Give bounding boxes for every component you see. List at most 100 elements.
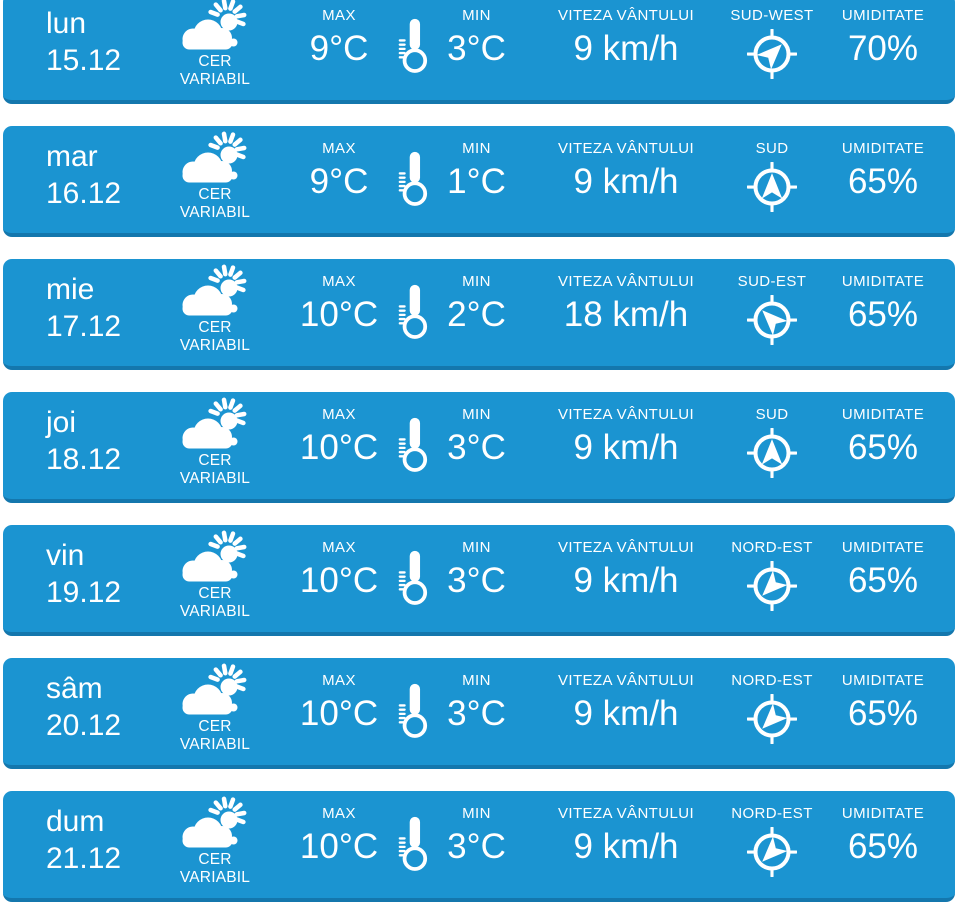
min-temp-value: 3°C	[447, 561, 506, 600]
condition-line2: VARIABIL	[179, 602, 251, 620]
humidity-label: UMIDITATE	[841, 273, 925, 290]
wind-direction-block: SUD	[727, 392, 817, 499]
wind-speed-value: 9 km/h	[573, 29, 679, 68]
wind-speed-block: VITEZA VÂNTULUI 9 km/h	[525, 392, 727, 499]
compass-icon	[746, 560, 798, 616]
humidity-value: 70%	[847, 29, 919, 68]
humidity-label: UMIDITATE	[841, 539, 925, 556]
forecast-day-row: sâm 20.12	[3, 658, 955, 769]
compass-icon	[746, 161, 798, 217]
max-label: MAX	[322, 805, 356, 822]
wind-direction-label: SUD	[755, 406, 789, 423]
wind-speed-label: VITEZA VÂNTULUI	[557, 539, 695, 556]
max-label: MAX	[322, 7, 356, 24]
min-label: MIN	[462, 406, 491, 423]
day-date: 15.12	[46, 44, 122, 77]
max-temp-value: 10°C	[299, 295, 379, 334]
wind-direction-label: SUD	[755, 140, 789, 157]
min-temp-block: MIN 3°C	[428, 791, 525, 898]
max-temp-block: MAX 9°C	[280, 126, 398, 233]
min-temp-block: MIN 3°C	[428, 658, 525, 765]
condition-line1: CER	[198, 851, 232, 868]
wind-speed-block: VITEZA VÂNTULUI 9 km/h	[525, 0, 727, 100]
day-date: 16.12	[46, 177, 122, 210]
wind-speed-label: VITEZA VÂNTULUI	[557, 672, 695, 689]
condition-block: CER VARIABIL	[150, 658, 280, 765]
min-temp-value: 3°C	[447, 428, 506, 467]
wind-speed-value: 9 km/h	[573, 428, 679, 467]
compass-icon	[746, 294, 798, 350]
max-label: MAX	[322, 672, 356, 689]
partly-cloudy-icon	[177, 131, 253, 189]
max-temp-block: MAX 10°C	[280, 392, 398, 499]
wind-direction-arrow	[762, 570, 788, 596]
thermometer-icon	[397, 16, 429, 83]
wind-direction-arrow	[761, 439, 783, 465]
wind-direction-label: SUD-WEST	[730, 7, 814, 24]
wind-direction-arrow	[756, 44, 782, 70]
condition-line1: CER	[198, 53, 232, 70]
wind-direction-block: NORD-EST	[727, 525, 817, 632]
wind-speed-label: VITEZA VÂNTULUI	[557, 7, 695, 24]
condition-block: CER VARIABIL	[150, 126, 280, 233]
wind-speed-label: VITEZA VÂNTULUI	[557, 140, 695, 157]
partly-cloudy-icon	[177, 264, 253, 322]
condition-block: CER VARIABIL	[150, 0, 280, 100]
humidity-label: UMIDITATE	[841, 140, 925, 157]
condition-label: CER VARIABIL	[180, 851, 250, 886]
day-date-block: sâm 20.12	[3, 658, 150, 765]
min-temp-block: MIN 1°C	[428, 126, 525, 233]
wind-speed-value: 9 km/h	[573, 694, 679, 733]
humidity-block: UMIDITATE 65%	[817, 126, 949, 233]
min-temp-value: 3°C	[447, 29, 506, 68]
condition-line1: CER	[198, 452, 232, 469]
day-date-block: vin 19.12	[3, 525, 150, 632]
min-label: MIN	[462, 140, 491, 157]
min-label: MIN	[462, 539, 491, 556]
forecast-day-row: mie 17.12	[3, 259, 955, 370]
condition-block: CER VARIABIL	[150, 392, 280, 499]
day-name: joi	[46, 406, 77, 439]
humidity-label: UMIDITATE	[841, 672, 925, 689]
thermometer-block	[398, 525, 428, 632]
min-temp-value: 3°C	[447, 827, 506, 866]
min-temp-block: MIN 3°C	[428, 0, 525, 100]
min-temp-block: MIN 3°C	[428, 525, 525, 632]
thermometer-icon	[397, 415, 429, 482]
partly-cloudy-icon	[177, 663, 253, 721]
min-label: MIN	[462, 7, 491, 24]
thermometer-icon	[397, 282, 429, 349]
wind-direction-block: SUD	[727, 126, 817, 233]
wind-direction-block: SUD-WEST	[727, 0, 817, 100]
min-label: MIN	[462, 805, 491, 822]
forecast-day-row: joi 18.12	[3, 392, 955, 503]
min-temp-value: 2°C	[447, 295, 506, 334]
day-date: 21.12	[46, 842, 122, 875]
humidity-block: UMIDITATE 65%	[817, 259, 949, 366]
compass-icon	[746, 28, 798, 84]
max-temp-value: 10°C	[299, 561, 379, 600]
max-label: MAX	[322, 539, 356, 556]
condition-line1: CER	[198, 319, 232, 336]
max-temp-block: MAX 10°C	[280, 259, 398, 366]
max-temp-value: 10°C	[299, 694, 379, 733]
wind-speed-label: VITEZA VÂNTULUI	[557, 273, 695, 290]
partly-cloudy-icon	[177, 796, 253, 854]
max-temp-value: 10°C	[299, 428, 379, 467]
wind-direction-arrow	[762, 310, 788, 336]
max-temp-block: MAX 9°C	[280, 0, 398, 100]
day-date-block: lun 15.12	[3, 0, 150, 100]
thermometer-icon	[397, 814, 429, 881]
day-name: mar	[46, 140, 98, 173]
wind-speed-block: VITEZA VÂNTULUI 9 km/h	[525, 126, 727, 233]
day-name: lun	[46, 7, 87, 40]
condition-label: CER VARIABIL	[180, 452, 250, 487]
humidity-block: UMIDITATE 65%	[817, 392, 949, 499]
condition-block: CER VARIABIL	[150, 791, 280, 898]
thermometer-block	[398, 126, 428, 233]
wind-speed-label: VITEZA VÂNTULUI	[557, 406, 695, 423]
humidity-label: UMIDITATE	[841, 805, 925, 822]
forecast-day-row: vin 19.12	[3, 525, 955, 636]
min-temp-value: 1°C	[447, 162, 506, 201]
condition-label: CER VARIABIL	[180, 718, 250, 753]
